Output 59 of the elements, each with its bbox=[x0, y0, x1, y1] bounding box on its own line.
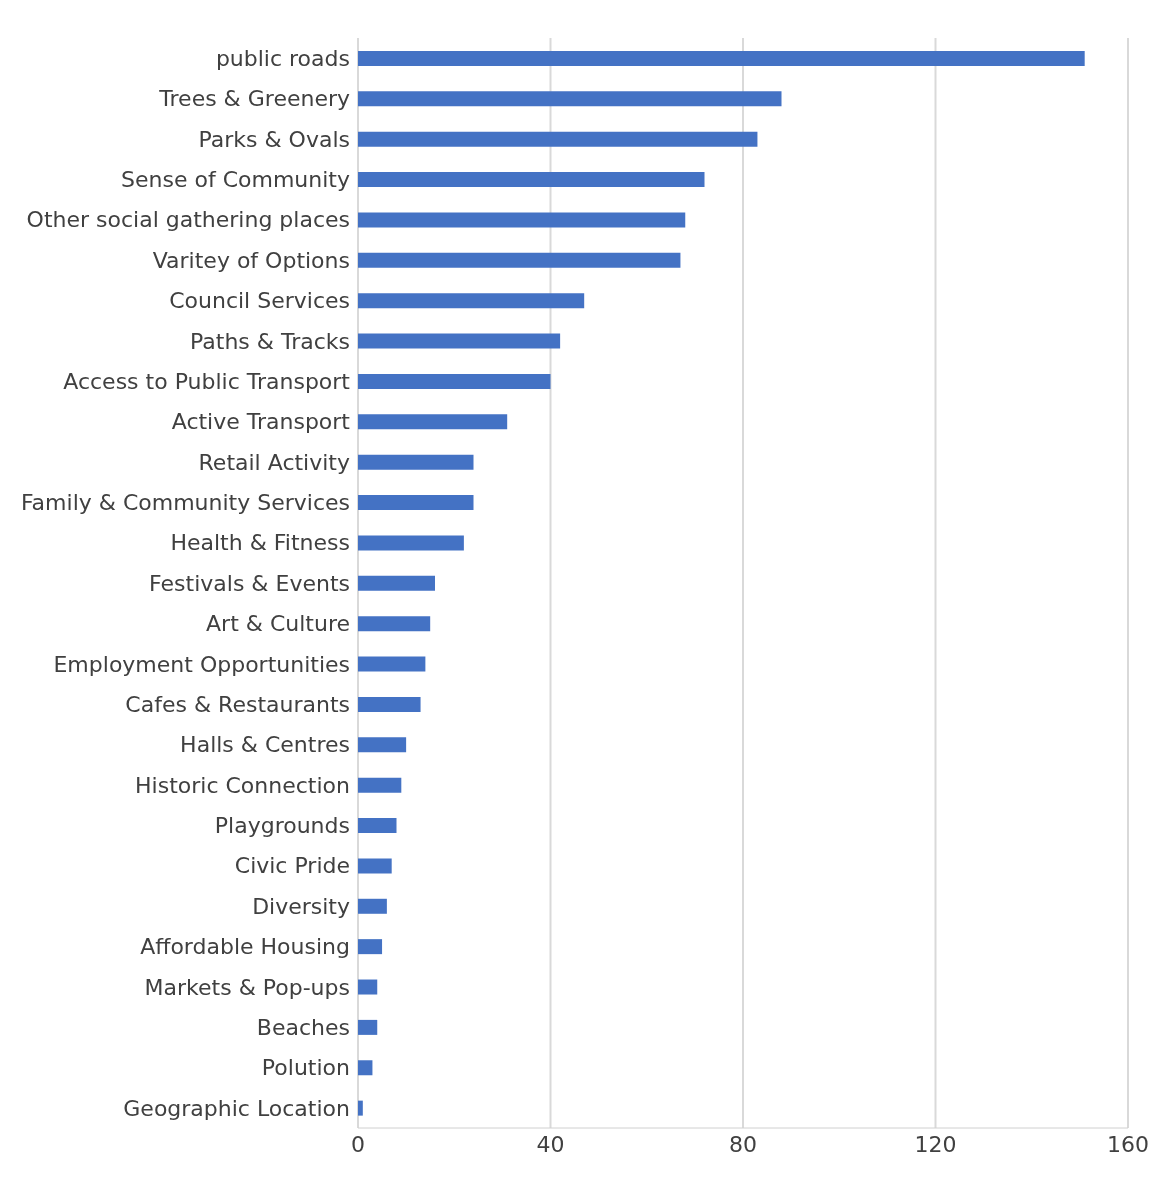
bar bbox=[358, 172, 705, 188]
bar bbox=[358, 777, 402, 793]
bar bbox=[358, 535, 464, 551]
bar bbox=[358, 373, 551, 389]
y-tick-label: Parks & Ovals bbox=[198, 126, 350, 152]
y-tick-label: Geographic Location bbox=[123, 1095, 350, 1121]
bar bbox=[358, 414, 508, 430]
y-tick-label: Art & Culture bbox=[206, 611, 350, 637]
y-tick-label: Sense of Community bbox=[121, 167, 350, 193]
y-tick-label: Diversity bbox=[252, 893, 350, 919]
y-tick-label: Civic Pride bbox=[234, 853, 350, 879]
y-tick-label: Historic Connection bbox=[135, 772, 350, 798]
bar bbox=[358, 1100, 363, 1116]
y-tick-label: Polution bbox=[261, 1055, 350, 1081]
bar bbox=[358, 131, 758, 147]
bar bbox=[358, 293, 585, 309]
bar bbox=[358, 1019, 378, 1035]
bar bbox=[358, 51, 1085, 66]
bar bbox=[358, 656, 426, 672]
bar bbox=[358, 939, 383, 955]
y-tick-label: Markets & Pop-ups bbox=[144, 974, 350, 1000]
bar bbox=[358, 616, 431, 632]
bar bbox=[358, 252, 681, 268]
bar bbox=[358, 696, 421, 712]
x-tick-label: 120 bbox=[914, 1131, 957, 1157]
y-tick-label: public roads bbox=[215, 46, 350, 71]
y-tick-label: Festivals & Events bbox=[149, 570, 350, 596]
y-tick-label: Affordable Housing bbox=[140, 934, 350, 960]
bar bbox=[358, 858, 392, 874]
y-tick-label: Varitey of Options bbox=[152, 247, 350, 273]
y-tick-label: Retail Activity bbox=[198, 449, 350, 475]
y-tick-label: Active Transport bbox=[171, 409, 351, 435]
bar bbox=[358, 818, 397, 834]
x-tick-label: 0 bbox=[351, 1131, 365, 1157]
y-tick-label: Health & Fitness bbox=[170, 530, 350, 556]
y-tick-label: Halls & Centres bbox=[180, 732, 350, 758]
y-tick-label: Family & Community Services bbox=[20, 490, 350, 516]
bar bbox=[358, 91, 782, 107]
y-tick-label: Access to Public Transport bbox=[63, 368, 351, 394]
y-tick-label: Trees & Greenery bbox=[158, 86, 350, 112]
bar bbox=[358, 575, 435, 591]
y-tick-label: Paths & Tracks bbox=[190, 328, 350, 354]
bar bbox=[358, 495, 474, 511]
x-tick-label: 40 bbox=[536, 1131, 565, 1157]
bar bbox=[358, 737, 407, 753]
bar bbox=[358, 454, 474, 470]
x-tick-label: 160 bbox=[1107, 1131, 1149, 1157]
bar bbox=[358, 333, 561, 349]
y-tick-label: Playgrounds bbox=[214, 813, 350, 839]
y-tick-label: Cafes & Restaurants bbox=[125, 691, 350, 717]
x-tick-label: 80 bbox=[729, 1131, 757, 1157]
y-tick-label: Beaches bbox=[256, 1014, 350, 1040]
y-tick-label: Other social gathering places bbox=[26, 207, 350, 233]
bar bbox=[358, 1060, 373, 1076]
y-tick-label: Council Services bbox=[169, 288, 350, 314]
bar bbox=[358, 898, 387, 914]
bar bbox=[358, 979, 378, 995]
y-tick-label: Employment Opportunities bbox=[53, 651, 350, 677]
bar bbox=[358, 212, 686, 228]
